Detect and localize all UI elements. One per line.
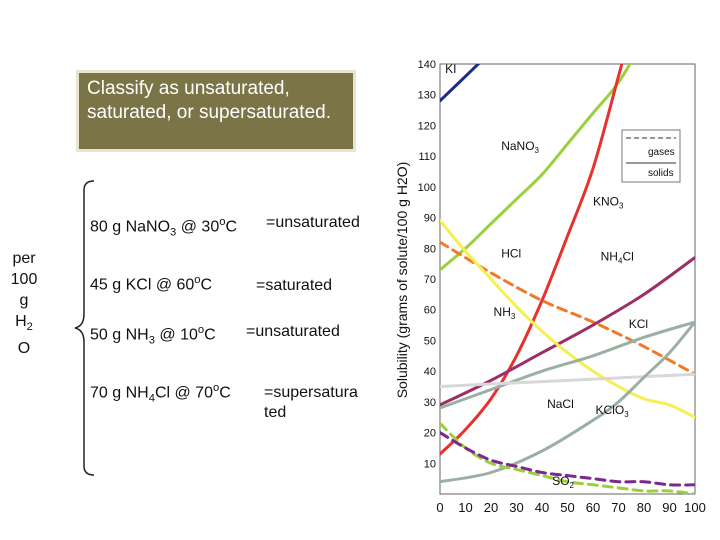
side-label-line: H2 (15, 313, 33, 334)
label-ki: KI (445, 62, 456, 76)
y-tick-label: 100 (418, 182, 436, 194)
prompt-text: Classify as unsaturated, saturated, or s… (87, 78, 331, 123)
x-axis-ticks: 0 10 20 30 40 50 60 70 80 90 100 (436, 500, 705, 515)
side-label-line: g (19, 292, 29, 309)
y-tick-label: 90 (424, 213, 436, 225)
side-label: per 100 g H2 O (2, 248, 46, 359)
label-kclo3: KClO3 (596, 403, 630, 419)
side-label-line: 100 (10, 271, 38, 288)
item-3-text: 50 g NH3 @ 10oC (90, 324, 216, 347)
item-4-text: 70 g NH4Cl @ 70oC (90, 382, 231, 405)
label-nh4cl: NH4Cl (601, 250, 634, 266)
x-tick-label: 40 (535, 500, 549, 515)
side-label-line: per (12, 250, 36, 267)
series-nano3 (440, 64, 632, 272)
plot-area (439, 63, 696, 495)
label-so2: SO2 (552, 474, 574, 490)
legend: gases solids (621, 129, 681, 183)
label-nano3: NaNO3 (501, 139, 539, 155)
label-kno3: KNO3 (593, 194, 624, 210)
label-nh3: NH3 (494, 305, 516, 321)
series-labels: KI NaNO3 KNO3 HCl NH4Cl NH3 KCl NaCl KClO3 SO2 (445, 62, 648, 490)
x-tick-label: 20 (484, 500, 498, 515)
series-kclo3 (440, 320, 695, 484)
series-nh3 (440, 219, 695, 419)
side-label-line: O (17, 340, 31, 358)
item-2-answer: =saturated (256, 277, 333, 294)
y-axis-ticks: 10 20 30 40 50 60 70 80 90 100 110 120 130 140 (418, 59, 436, 470)
legend-box (621, 129, 681, 183)
item-1-text: 80 g NaNO3 @ 30oC (90, 216, 238, 239)
y-tick-label: 110 (418, 151, 436, 163)
x-tick-label: 0 (436, 500, 443, 515)
series-ce2-so4-3 (440, 431, 695, 487)
y-tick-label: 20 (424, 428, 436, 440)
label-kcl: KCl (629, 317, 648, 331)
y-tick-label: 60 (424, 305, 436, 317)
y-axis-label: Solubility (grams of solute/100 g H2O) (394, 162, 410, 399)
series-ki (440, 64, 481, 103)
y-tick-label: 140 (418, 59, 436, 71)
y-tick-label: 120 (418, 120, 436, 132)
y-tick-label: 80 (424, 243, 436, 255)
label-nacl: NaCl (547, 397, 574, 411)
left-bracket (74, 180, 95, 476)
series-so2 (440, 421, 695, 494)
x-tick-label: 30 (509, 500, 523, 515)
item-2-text: 45 g KCl @ 60oC (90, 274, 213, 294)
y-tick-label: 10 (424, 458, 436, 470)
y-tick-label: 30 (424, 397, 436, 409)
series-kcl (440, 320, 695, 410)
item-1-answer: =unsaturated (266, 214, 360, 231)
x-tick-label: 90 (662, 500, 676, 515)
x-tick-label: 50 (560, 500, 574, 515)
series-kno3 (440, 64, 624, 456)
legend-solids-label: solids (648, 168, 674, 179)
item-3-answer: =unsaturated (246, 323, 340, 340)
x-tick-label: 70 (611, 500, 625, 515)
x-tick-label: 60 (586, 500, 600, 515)
y-tick-label: 70 (424, 274, 436, 286)
series-nacl (440, 372, 695, 388)
series-lines (440, 64, 695, 494)
y-tick-label: 130 (418, 90, 436, 102)
item-4-answer: =supersaturated (264, 384, 358, 421)
series-hcl (440, 240, 695, 376)
y-tick-label: 40 (424, 366, 436, 378)
series-nh4cl (440, 256, 695, 407)
y-tick-label: 50 (424, 335, 436, 347)
x-tick-label: 80 (637, 500, 651, 515)
legend-gases-label: gases (648, 147, 675, 158)
label-hcl: HCl (501, 247, 521, 261)
x-tick-label: 100 (684, 500, 706, 515)
x-tick-label: 10 (458, 500, 472, 515)
prompt-box: Classify as unsaturated, saturated, or s… (76, 70, 356, 152)
chart-title: Solubility vs. Temperature for Solids (435, 31, 657, 47)
